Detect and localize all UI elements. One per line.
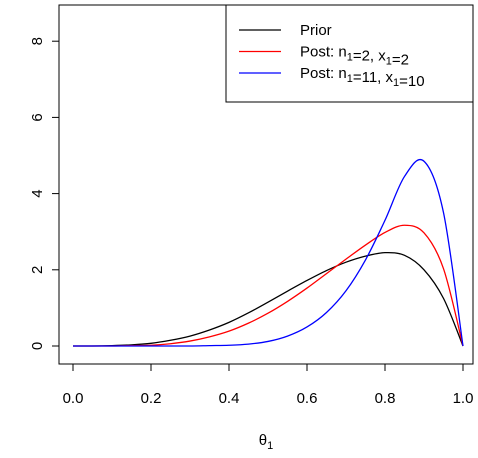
y-tick-label: 0 xyxy=(29,342,46,350)
y-axis: 0 2 4 6 8 xyxy=(29,37,59,350)
x-tick-label: 0.2 xyxy=(141,390,162,407)
series-line-2 xyxy=(73,224,464,347)
series-layer xyxy=(72,159,464,347)
x-tick-label: 1.0 xyxy=(453,390,474,407)
axis-titles: θ1 xyxy=(259,432,273,452)
y-tick-label: 6 xyxy=(29,113,46,121)
y-tick-label: 8 xyxy=(29,37,46,45)
legend-label-2: Post: n1=2, x1=2 xyxy=(300,44,409,69)
x-axis-title: θ1 xyxy=(259,432,273,452)
x-tick-label: 0.6 xyxy=(297,390,318,407)
x-tick-label: 0.0 xyxy=(63,390,84,407)
legend-label-1: Prior xyxy=(300,22,332,39)
legend-box xyxy=(225,4,474,103)
y-tick-label: 4 xyxy=(29,189,46,197)
legend-label-3: Post: n1=11, x1=10 xyxy=(300,65,425,90)
y-tick-label: 2 xyxy=(29,266,46,274)
series-line-3 xyxy=(73,159,464,347)
x-tick-label: 0.8 xyxy=(375,390,396,407)
series-line-1 xyxy=(72,251,464,347)
x-tick-label: 0.4 xyxy=(219,390,240,407)
x-axis: 0.0 0.2 0.4 0.6 0.8 1.0 xyxy=(63,364,474,407)
